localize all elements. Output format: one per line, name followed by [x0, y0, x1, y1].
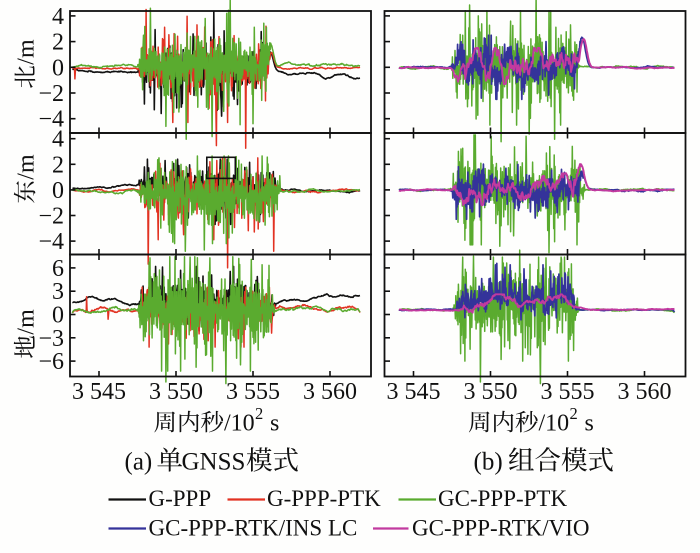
svg-text:0: 0 — [52, 55, 64, 81]
svg-text:GC-PPP-PTK: GC-PPP-PTK — [438, 486, 567, 511]
svg-text:/10: /10 — [224, 411, 255, 437]
svg-text:3 560: 3 560 — [618, 379, 672, 405]
svg-text:/m: /m — [14, 154, 40, 180]
svg-text:3 545: 3 545 — [72, 379, 126, 405]
svg-text:/m: /m — [14, 39, 40, 65]
svg-text:4: 4 — [52, 4, 64, 30]
svg-text:6: 6 — [52, 256, 64, 282]
svg-text:3 560: 3 560 — [303, 379, 357, 405]
svg-text:−4: −4 — [38, 107, 64, 133]
svg-text:s: s — [579, 411, 594, 437]
svg-text:0: 0 — [52, 178, 64, 204]
svg-text:3 550: 3 550 — [464, 379, 518, 405]
svg-text:4: 4 — [52, 127, 64, 153]
svg-text:GNSS: GNSS — [182, 449, 246, 476]
svg-text:G-PPP-PTK: G-PPP-PTK — [267, 486, 381, 511]
svg-text:−3: −3 — [38, 326, 64, 352]
svg-text:−2: −2 — [38, 204, 64, 230]
svg-text:2: 2 — [52, 152, 64, 178]
svg-text:−2: −2 — [38, 81, 64, 107]
svg-text:0: 0 — [52, 303, 64, 329]
svg-text:GC-PPP-RTK/INS LC: GC-PPP-RTK/INS LC — [149, 516, 358, 541]
svg-text:2: 2 — [52, 30, 64, 56]
svg-text:3 555: 3 555 — [226, 379, 280, 405]
svg-text:2: 2 — [255, 404, 263, 423]
svg-text:3 550: 3 550 — [149, 379, 203, 405]
svg-text:3 545: 3 545 — [387, 379, 441, 405]
svg-text:/m: /m — [14, 309, 40, 335]
svg-text:−4: −4 — [38, 229, 64, 255]
svg-text:/10: /10 — [539, 411, 570, 437]
svg-text:3: 3 — [52, 279, 64, 305]
svg-text:2: 2 — [570, 404, 578, 423]
svg-text:GC-PPP-RTK/VIO: GC-PPP-RTK/VIO — [412, 516, 590, 541]
svg-text:−6: −6 — [38, 349, 64, 375]
svg-text:G-PPP: G-PPP — [149, 486, 212, 511]
svg-text:(a): (a) — [125, 449, 153, 476]
svg-text:3 555: 3 555 — [541, 379, 595, 405]
svg-text:s: s — [264, 411, 279, 437]
svg-text:(b): (b) — [474, 449, 503, 476]
